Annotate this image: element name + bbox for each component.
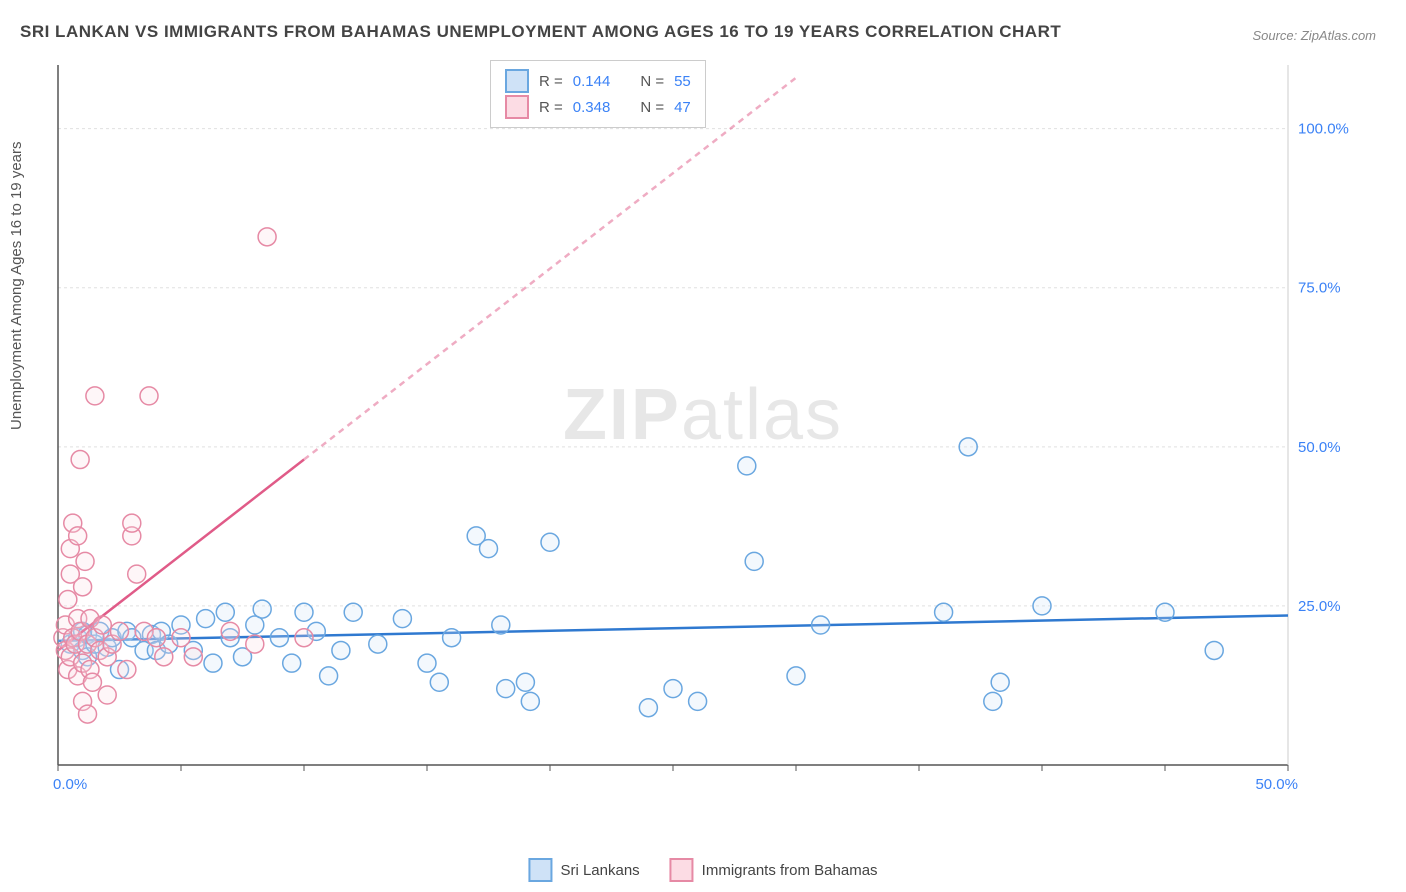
- data-point: [689, 692, 707, 710]
- data-point: [86, 387, 104, 405]
- legend-swatch: [505, 95, 529, 119]
- chart-area: 25.0%50.0%75.0%100.0%0.0%50.0% ZIPatlas: [48, 55, 1358, 805]
- data-point: [984, 692, 1002, 710]
- legend-swatch: [528, 858, 552, 882]
- data-point: [521, 692, 539, 710]
- legend-row: R = 0.348 N = 47: [505, 95, 691, 119]
- source-attribution: Source: ZipAtlas.com: [1252, 28, 1376, 43]
- data-point: [172, 629, 190, 647]
- data-point: [295, 603, 313, 621]
- data-point: [197, 610, 215, 628]
- data-point: [664, 680, 682, 698]
- data-point: [93, 616, 111, 634]
- data-point: [74, 578, 92, 596]
- y-axis-label: Unemployment Among Ages 16 to 19 years: [8, 141, 25, 430]
- data-point: [155, 648, 173, 666]
- legend-swatch: [670, 858, 694, 882]
- data-point: [283, 654, 301, 672]
- data-point: [738, 457, 756, 475]
- r-label: R =: [539, 99, 563, 116]
- legend-row: R = 0.144 N = 55: [505, 69, 691, 93]
- data-point: [497, 680, 515, 698]
- data-point: [745, 552, 763, 570]
- data-point: [216, 603, 234, 621]
- data-point: [812, 616, 830, 634]
- y-tick-label: 25.0%: [1298, 598, 1341, 615]
- data-point: [204, 654, 222, 672]
- data-point: [332, 641, 350, 659]
- data-point: [270, 629, 288, 647]
- n-label: N =: [640, 99, 664, 116]
- data-point: [69, 527, 87, 545]
- data-point: [541, 533, 559, 551]
- data-point: [1205, 641, 1223, 659]
- series-legend: Sri Lankans Immigrants from Bahamas: [528, 858, 877, 882]
- data-point: [123, 514, 141, 532]
- series-label: Sri Lankans: [560, 862, 639, 879]
- data-point: [1156, 603, 1174, 621]
- r-value: 0.144: [573, 73, 611, 90]
- data-point: [787, 667, 805, 685]
- series-legend-item: Sri Lankans: [528, 858, 639, 882]
- n-label: N =: [640, 73, 664, 90]
- data-point: [393, 610, 411, 628]
- data-point: [320, 667, 338, 685]
- data-point: [140, 387, 158, 405]
- data-point: [991, 673, 1009, 691]
- series-label: Immigrants from Bahamas: [702, 862, 878, 879]
- data-point: [128, 565, 146, 583]
- chart-title: SRI LANKAN VS IMMIGRANTS FROM BAHAMAS UN…: [20, 22, 1061, 42]
- data-point: [118, 661, 136, 679]
- data-point: [79, 705, 97, 723]
- legend-swatch: [505, 69, 529, 93]
- data-point: [98, 686, 116, 704]
- correlation-legend: R = 0.144 N = 55 R = 0.348 N = 47: [490, 60, 706, 128]
- y-tick-label: 100.0%: [1298, 121, 1349, 138]
- data-point: [71, 451, 89, 469]
- data-point: [959, 438, 977, 456]
- scatter-plot: 25.0% 50.0% 75.0% 100.0% 0.0% 50.0%: [48, 55, 1358, 805]
- data-point: [221, 622, 239, 640]
- data-point: [76, 552, 94, 570]
- data-point: [418, 654, 436, 672]
- x-tick-label: 50.0%: [1255, 776, 1298, 793]
- r-label: R =: [539, 73, 563, 90]
- data-point: [258, 228, 276, 246]
- data-point: [83, 673, 101, 691]
- data-point: [147, 629, 165, 647]
- data-point: [111, 622, 129, 640]
- data-point: [59, 591, 77, 609]
- y-tick-label: 50.0%: [1298, 439, 1341, 456]
- data-point: [344, 603, 362, 621]
- data-point: [369, 635, 387, 653]
- data-point: [246, 635, 264, 653]
- data-point: [253, 600, 271, 618]
- series-legend-item: Immigrants from Bahamas: [670, 858, 878, 882]
- data-point: [1033, 597, 1051, 615]
- data-point: [639, 699, 657, 717]
- data-point: [184, 648, 202, 666]
- data-point: [516, 673, 534, 691]
- data-point: [935, 603, 953, 621]
- y-tick-label: 75.0%: [1298, 280, 1341, 297]
- data-point: [295, 629, 313, 647]
- n-value: 55: [674, 73, 691, 90]
- r-value: 0.348: [573, 99, 611, 116]
- n-value: 47: [674, 99, 691, 116]
- data-point: [430, 673, 448, 691]
- data-point: [480, 540, 498, 558]
- data-point: [492, 616, 510, 634]
- x-tick-label: 0.0%: [53, 776, 87, 793]
- data-point: [443, 629, 461, 647]
